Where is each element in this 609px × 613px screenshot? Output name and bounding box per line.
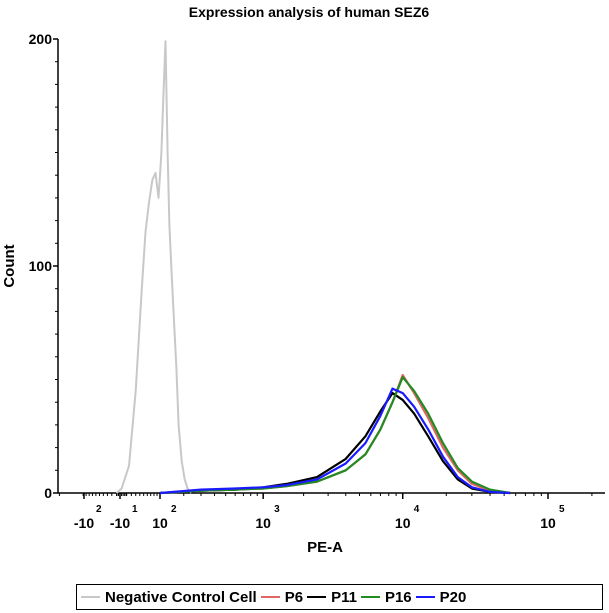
histogram-chart: Expression analysis of human SEZ6 0 100 20… [1, 4, 605, 556]
series-line [159, 387, 511, 495]
legend-label: P20 [439, 588, 467, 606]
legend-item: P6 [260, 588, 304, 606]
legend-swatch [307, 596, 327, 598]
x-tick-exponent: 1 [132, 504, 138, 515]
legend-item: Negative Control Cell [81, 589, 257, 606]
legend-label: Negative Control Cell [105, 588, 257, 606]
chart-title: Expression analysis of human SEZ6 [189, 4, 430, 20]
x-tick-base: 10 [255, 515, 271, 531]
series-line [159, 376, 511, 495]
legend-swatch [415, 596, 435, 598]
y-axis-label: Count [1, 244, 18, 287]
x-axis-label: PE-A [307, 539, 343, 556]
legend-label: P16 [384, 588, 412, 606]
series-line [115, 40, 192, 494]
legend-label: P6 [284, 588, 304, 606]
chart-legend: Negative Control Cell P6 P11 P16 P20 [76, 584, 603, 610]
x-tick-base: -10 [74, 515, 94, 531]
legend-item: P11 [307, 589, 357, 606]
legend-label: P11 [331, 588, 357, 606]
plot-axes [57, 39, 605, 494]
y-tick-label: 200 [29, 31, 53, 47]
x-tick-base: 10 [152, 515, 168, 531]
x-tick-base: 10 [395, 515, 411, 531]
x-tick-exponent: 2 [96, 504, 102, 515]
x-tick-exponent: 4 [414, 504, 420, 515]
legend-swatch [260, 596, 280, 598]
legend-swatch [81, 596, 100, 598]
legend-swatch [360, 596, 380, 598]
x-tick-exponent: 2 [171, 504, 177, 515]
x-tick-base: 10 [540, 515, 556, 531]
x-tick-exponent: 3 [274, 504, 280, 515]
y-tick-label: 100 [29, 258, 53, 274]
legend-item: P20 [415, 588, 467, 606]
series-lines [115, 40, 511, 495]
x-tick-base: -10 [110, 515, 130, 531]
x-tick-exponent: 5 [559, 504, 565, 515]
y-tick-label: 0 [44, 485, 52, 501]
legend-item: P16 [360, 588, 412, 606]
